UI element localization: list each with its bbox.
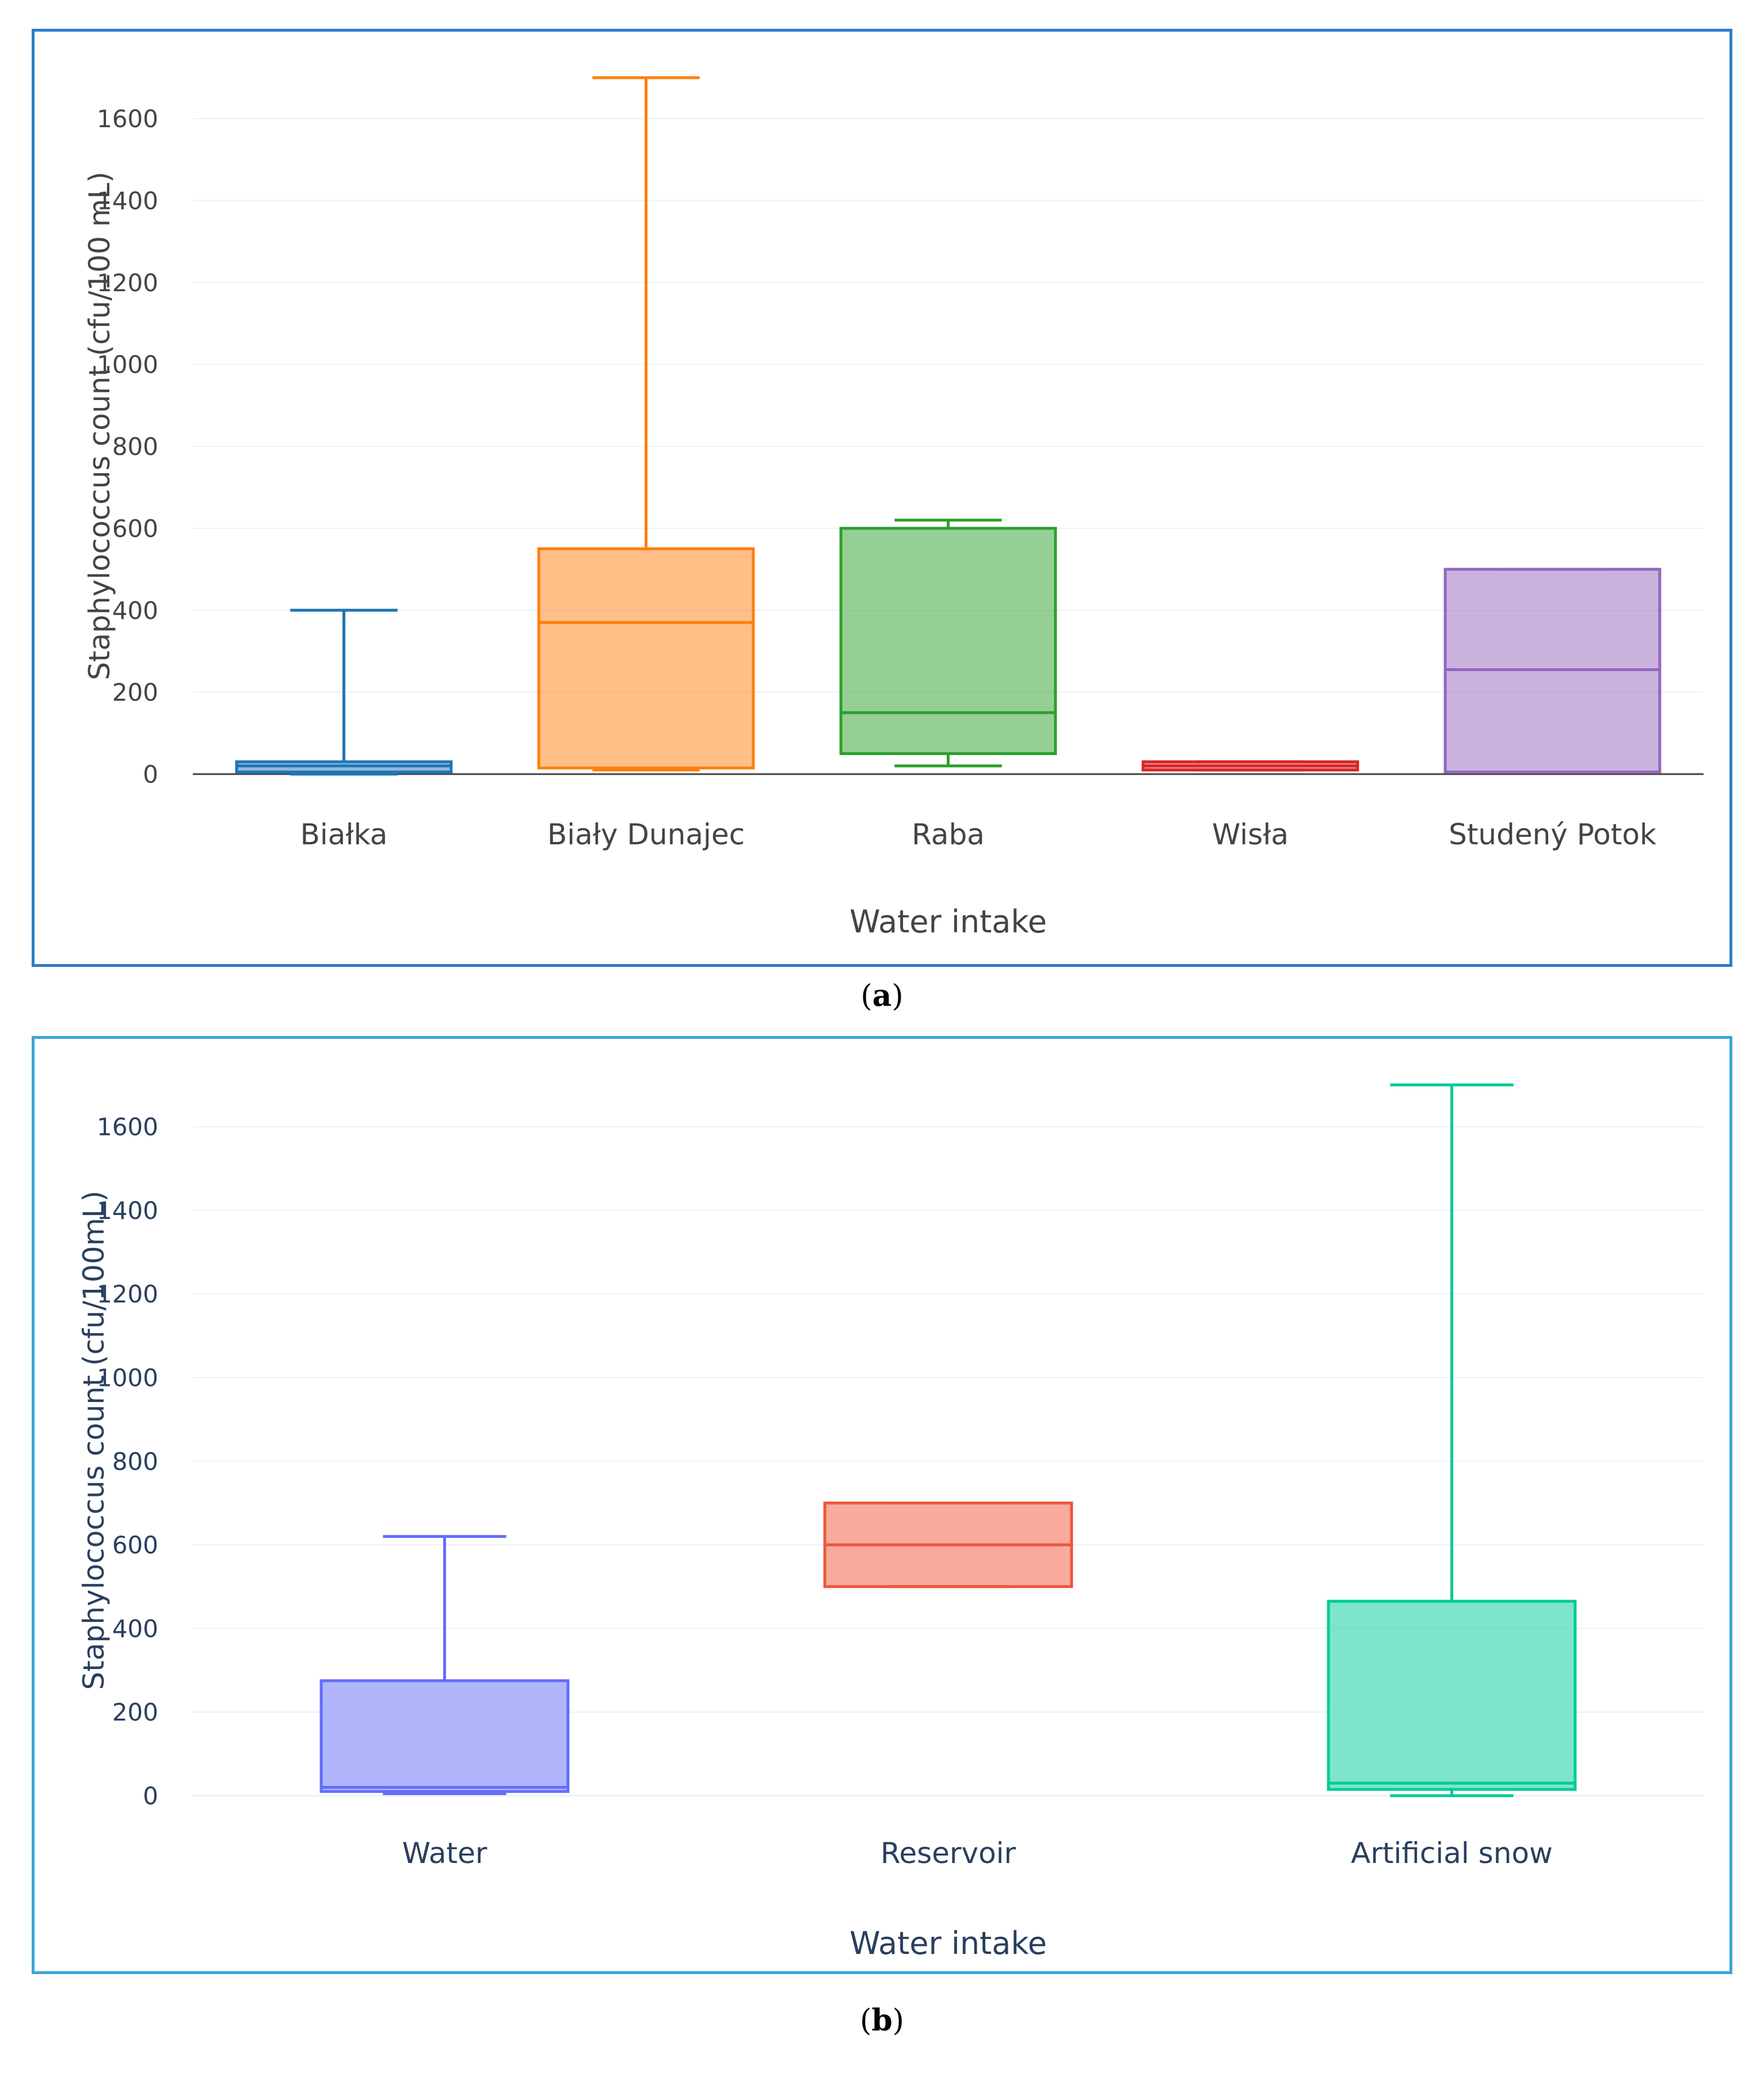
y-tick-label-400: 400 (112, 596, 158, 624)
y-tick-label-600: 600 (112, 515, 158, 543)
x-category-label: Artificial snow (1351, 1837, 1553, 1870)
y-tick-label-1200: 1200 (97, 269, 158, 297)
y-axis-title: Staphylococcus count (cfu/100 mL) (83, 172, 116, 680)
y-tick-label-0: 0 (143, 760, 158, 788)
panel-label-b: (b) (860, 2003, 904, 2038)
box-białka (235, 608, 453, 776)
box-plot-b: 0 200 400 600 800 1000 1200 1400 1600 Water Reserv… (77, 1083, 1704, 1961)
box-body (839, 527, 1057, 755)
box-reservoir (823, 1501, 1073, 1588)
box-artificial-snow (1327, 1083, 1577, 1797)
y-tick-label-1600: 1600 (97, 1113, 158, 1141)
box-studený-potok (1443, 567, 1662, 774)
box-biały-dunajec (537, 76, 755, 772)
y-tick-label-1400: 1400 (97, 1197, 158, 1225)
x-category-label: Studený Potok (1449, 818, 1656, 851)
panel-label-a: (a) (860, 978, 904, 1014)
x-category-label: Białka (300, 818, 388, 851)
x-category-label: Biały Dunajec (547, 818, 745, 851)
y-tick-label-0: 0 (143, 1782, 158, 1810)
panel-label-b-letter: b (871, 2003, 893, 2038)
chart-panel-b: 0 200 400 600 800 1000 1200 1400 1600 Water Reserv… (32, 1036, 1732, 1974)
box-body (1327, 1599, 1577, 1791)
y-tick-label-800: 800 (112, 1447, 158, 1476)
y-tick-label-200: 200 (112, 679, 158, 707)
x-axis-title: Water intake (849, 904, 1047, 940)
box-water (319, 1535, 570, 1795)
y-tick-label-800: 800 (112, 433, 158, 461)
x-category-label: Reservoir (881, 1837, 1016, 1870)
x-category-label: Wisła (1212, 818, 1289, 851)
box-body (319, 1679, 570, 1793)
box-raba (839, 519, 1057, 768)
y-tick-label-1400: 1400 (97, 187, 158, 215)
x-axis-title: Water intake (849, 1925, 1047, 1961)
y-tick-label-1200: 1200 (97, 1280, 158, 1308)
y-tick-label-1000: 1000 (97, 1364, 158, 1392)
chart-panel-a: 0 200 400 600 800 1000 1200 1400 1600 Białka Biały… (32, 29, 1732, 967)
panel-label-a-letter: a (872, 978, 892, 1014)
box-wisła (1141, 760, 1359, 772)
x-category-label: Water (402, 1837, 487, 1870)
box-plot-a: 0 200 400 600 800 1000 1200 1400 1600 Białka Biały… (83, 76, 1704, 940)
x-category-label: Raba (912, 818, 985, 851)
y-tick-label-1600: 1600 (97, 105, 158, 133)
y-tick-label-400: 400 (112, 1614, 158, 1643)
y-tick-label-200: 200 (112, 1698, 158, 1727)
box-body (537, 547, 755, 769)
y-tick-label-1000: 1000 (97, 351, 158, 379)
y-tick-label-600: 600 (112, 1531, 158, 1559)
y-axis-title: Staphylococcus count (cfu/100mL) (77, 1191, 111, 1690)
